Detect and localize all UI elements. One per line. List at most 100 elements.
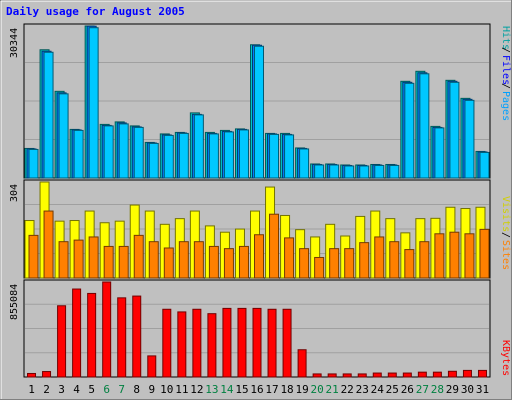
bar-pages-day-25 — [389, 164, 400, 179]
x-tick-label-day-13: 13 — [205, 383, 218, 396]
x-tick-label-day-30: 30 — [461, 383, 474, 396]
x-tick-label-day-19: 19 — [295, 383, 308, 396]
bar-kbytes-day-18 — [282, 308, 292, 378]
bar-pages-day-1 — [28, 148, 39, 179]
x-tick-label-day-9: 9 — [148, 383, 155, 396]
bar-sites-day-13 — [208, 245, 219, 279]
legend-pages-files-hits: Hits / Files / Pages — [500, 26, 511, 121]
bar-pages-day-17 — [269, 133, 280, 179]
bar-sites-day-11 — [178, 241, 189, 279]
bar-sites-day-9 — [148, 241, 159, 279]
bar-kbytes-day-6 — [102, 281, 112, 378]
x-tick-label-day-6: 6 — [103, 383, 110, 396]
bar-sites-day-7 — [118, 245, 129, 279]
y-max-label-visits: 304 — [9, 184, 20, 202]
x-tick-label-day-12: 12 — [190, 383, 203, 396]
bar-sites-day-31 — [479, 228, 490, 279]
legend-visits: Visits — [500, 196, 511, 232]
bar-kbytes-day-10 — [162, 308, 172, 378]
bar-kbytes-day-24 — [372, 372, 382, 378]
bar-pages-day-20 — [314, 164, 325, 179]
bar-sites-day-29 — [449, 231, 460, 279]
chart-title: Daily usage for August 2005 — [6, 5, 185, 18]
bar-pages-day-30 — [464, 99, 475, 179]
bar-pages-day-22 — [344, 165, 355, 179]
x-axis-labels: 1 2 3 4 5 6 7 8 9 10 11 12 13 14 15 16 17 18 19 20 21 22 23 24 2… — [28, 383, 489, 396]
bar-kbytes-day-22 — [342, 373, 352, 378]
x-tick-label-day-28: 28 — [431, 383, 444, 396]
bar-kbytes-day-1 — [27, 372, 37, 378]
x-tick-label-day-17: 17 — [265, 383, 278, 396]
bar-pages-day-3 — [58, 93, 69, 179]
bar-sites-day-15 — [238, 245, 249, 279]
legend-hits: Hits — [500, 26, 511, 50]
bar-sites-day-10 — [163, 247, 174, 279]
bar-sites-day-27 — [419, 241, 430, 279]
bar-kbytes-day-26 — [402, 372, 412, 378]
bar-sites-day-23 — [359, 242, 370, 279]
x-tick-label-day-31: 31 — [476, 383, 489, 396]
bar-kbytes-day-28 — [432, 371, 442, 378]
bar-kbytes-day-20 — [312, 373, 322, 378]
bar-pages-day-18 — [284, 134, 295, 179]
bar-pages-day-15 — [238, 129, 249, 179]
bar-pages-day-12 — [193, 114, 204, 179]
bar-sites-day-12 — [193, 241, 204, 279]
bar-pages-day-29 — [449, 81, 460, 179]
bar-kbytes-day-17 — [267, 308, 277, 378]
legend-kbytes-label: KBytes — [500, 340, 511, 376]
x-tick-label-day-15: 15 — [235, 383, 248, 396]
bar-sites-day-25 — [389, 241, 400, 279]
bar-kbytes-day-30 — [462, 369, 472, 378]
bar-sites-day-4 — [73, 239, 84, 279]
x-tick-label-day-11: 11 — [175, 383, 188, 396]
bar-pages-day-2 — [43, 51, 54, 179]
x-tick-label-day-23: 23 — [356, 383, 369, 396]
bar-sites-day-5 — [88, 236, 99, 279]
bar-sites-day-30 — [464, 233, 475, 279]
bar-kbytes-day-11 — [177, 311, 187, 378]
bar-sites-day-26 — [404, 249, 415, 279]
bar-pages-day-7 — [118, 123, 129, 179]
bar-pages-day-16 — [254, 45, 264, 179]
y-max-label-hits: 30344 — [9, 28, 20, 58]
bar-kbytes-day-7 — [117, 297, 127, 378]
bar-pages-day-31 — [479, 151, 490, 179]
panel-sites-visits — [23, 179, 491, 279]
bar-pages-day-10 — [163, 134, 174, 179]
x-tick-label-day-5: 5 — [88, 383, 95, 396]
bar-pages-day-28 — [434, 127, 445, 179]
legend-sep-1: / — [500, 47, 511, 53]
bar-pages-day-5 — [88, 27, 99, 179]
x-tick-label-day-14: 14 — [220, 383, 234, 396]
bar-kbytes-day-8 — [132, 295, 142, 378]
bar-kbytes-day-27 — [417, 371, 427, 378]
bar-pages-day-27 — [419, 73, 430, 179]
x-tick-label-day-26: 26 — [401, 383, 414, 396]
bar-sites-day-28 — [434, 233, 445, 279]
legend-sep-3: / — [500, 232, 511, 238]
bar-sites-day-8 — [133, 234, 144, 279]
bar-pages-day-9 — [148, 142, 159, 179]
bar-kbytes-day-16 — [252, 307, 262, 378]
bar-pages-day-21 — [329, 164, 340, 179]
bar-sites-day-3 — [58, 241, 69, 279]
x-tick-label-day-27: 27 — [416, 383, 429, 396]
legend-sites-visits: Visits / Sites — [500, 196, 511, 270]
bar-sites-day-14 — [223, 248, 234, 279]
bar-kbytes-day-25 — [387, 372, 397, 378]
bar-pages-day-13 — [208, 133, 219, 179]
bar-kbytes-day-29 — [447, 370, 457, 378]
legend-pages: Pages — [500, 91, 511, 121]
panel-pages-files-hits — [23, 23, 491, 179]
bar-sites-day-2 — [43, 210, 54, 279]
x-tick-label-day-7: 7 — [118, 383, 125, 396]
x-tick-label-day-8: 8 — [133, 383, 140, 396]
bar-kbytes-day-3 — [57, 305, 67, 378]
bar-sites-day-17 — [269, 213, 280, 279]
bar-kbytes-day-9 — [147, 355, 157, 378]
bar-pages-day-14 — [223, 131, 234, 179]
x-tick-label-day-4: 4 — [73, 383, 80, 396]
bar-kbytes-day-15 — [237, 307, 247, 378]
